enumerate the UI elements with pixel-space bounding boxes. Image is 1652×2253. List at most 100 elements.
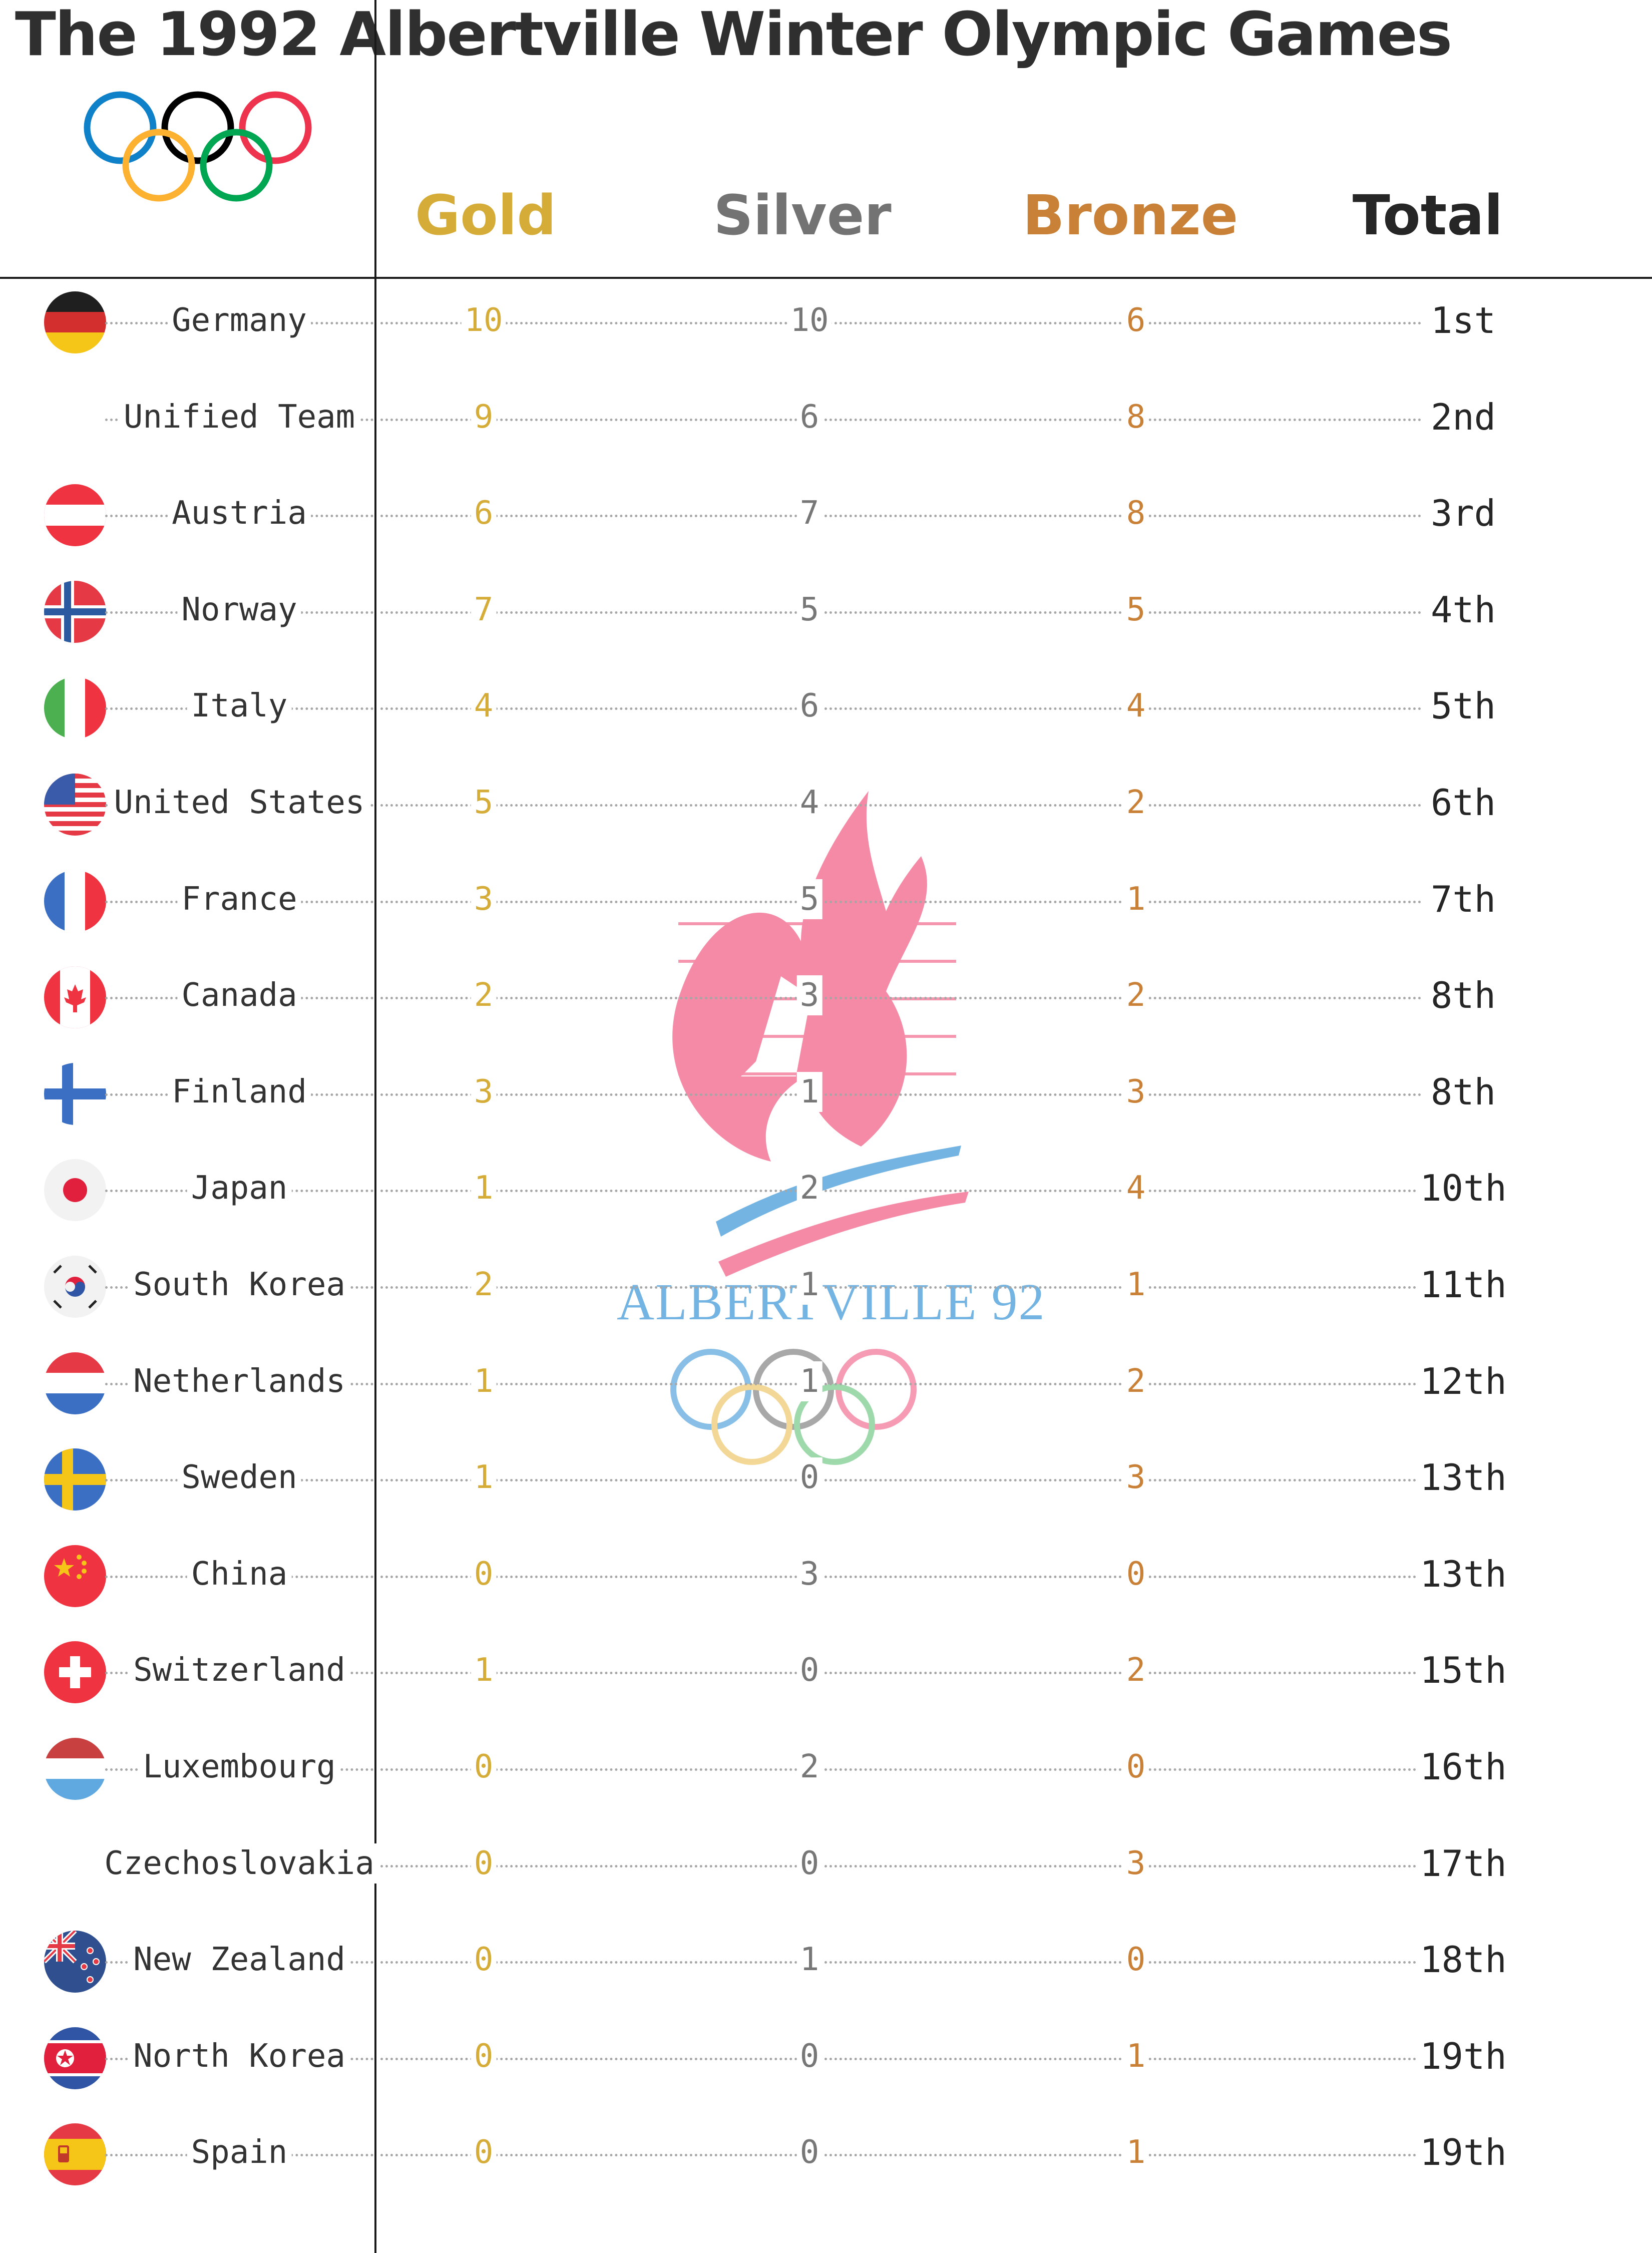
table-row: Germany 10 10 6 1st	[0, 274, 1652, 370]
leader-dots	[380, 322, 1422, 324]
country-label: China	[187, 1554, 292, 1594]
silver-count: 2	[796, 1168, 822, 1209]
header-total: Total	[1352, 183, 1503, 247]
gold-count: 0	[471, 1554, 497, 1594]
total-rank: 7th	[1427, 879, 1499, 919]
finland-flag-icon	[44, 1062, 106, 1125]
leader-dots	[380, 2057, 1422, 2060]
table-row: Sweden 1 0 3 13th	[0, 1431, 1652, 1528]
bronze-count: 0	[1123, 1554, 1149, 1594]
bronze-count: 0	[1123, 1747, 1149, 1787]
silver-count: 0	[796, 2036, 822, 2076]
table-row: Unified Team 9 6 8 2nd	[0, 371, 1652, 467]
bronze-count: 2	[1123, 1361, 1149, 1401]
table-row: Japan 1 2 4 10th	[0, 1142, 1652, 1238]
table-row: Finland 3 1 3 8th	[0, 1046, 1652, 1142]
total-rank: 3rd	[1427, 493, 1499, 534]
germany-flag-icon	[44, 291, 106, 353]
silver-count: 0	[796, 1843, 822, 1884]
header-silver: Silver	[713, 183, 892, 247]
total-rank: 1st	[1427, 300, 1499, 340]
country-label: Canada	[177, 975, 301, 1016]
bronze-count: 1	[1123, 2036, 1149, 2076]
silver-count: 2	[796, 1747, 822, 1787]
leader-dots	[380, 1093, 1422, 1096]
japan-flag-icon	[44, 1159, 106, 1222]
bronze-count: 2	[1123, 783, 1149, 823]
olympic-rings-icon	[84, 91, 312, 202]
silver-count: 7	[796, 493, 822, 534]
gold-count: 1	[471, 1650, 497, 1691]
total-rank: 6th	[1427, 783, 1499, 823]
total-rank: 5th	[1427, 686, 1499, 726]
country-label: Switzerland	[129, 1650, 349, 1691]
total-rank: 16th	[1417, 1747, 1510, 1787]
header-gold: Gold	[415, 183, 557, 247]
total-rank: 15th	[1417, 1650, 1510, 1691]
total-rank: 4th	[1427, 589, 1499, 630]
table-row: Luxembourg 0 2 0 16th	[0, 1721, 1652, 1817]
country-label: Germany	[168, 300, 311, 340]
bronze-count: 3	[1123, 1843, 1149, 1884]
country-label: Austria	[168, 493, 311, 534]
leader-dots	[380, 515, 1422, 518]
chart-title: The 1992 Albertville Winter Olympic Game…	[15, 0, 1452, 70]
leader-dots	[380, 1864, 1422, 1867]
silver-count: 3	[796, 1554, 822, 1594]
leader-dots	[380, 1190, 1422, 1193]
country-label: Norway	[177, 589, 301, 630]
country-label: North Korea	[129, 2036, 349, 2076]
bronze-count: 5	[1123, 589, 1149, 630]
gold-count: 5	[471, 783, 497, 823]
gold-count: 2	[471, 1265, 497, 1305]
gold-count: 3	[471, 1071, 497, 1112]
switzerland-flag-icon	[44, 1641, 106, 1704]
italy-flag-icon	[44, 677, 106, 739]
china-flag-icon	[44, 1545, 106, 1607]
table-row: New Zealand 0 1 0 18th	[0, 1914, 1652, 2010]
leader-dots	[380, 1961, 1422, 1964]
silver-count: 1	[796, 1265, 822, 1305]
gold-count: 6	[471, 493, 497, 534]
bronze-count: 2	[1123, 975, 1149, 1016]
total-rank: 8th	[1427, 975, 1499, 1016]
total-rank: 13th	[1417, 1457, 1510, 1498]
total-rank: 8th	[1427, 1071, 1499, 1112]
bronze-count: 2	[1123, 1650, 1149, 1691]
leader-dots	[380, 2154, 1422, 2157]
silver-count: 1	[796, 1071, 822, 1112]
south-korea-flag-icon	[44, 1256, 106, 1318]
silver-count: 5	[796, 589, 822, 630]
leader-dots	[380, 707, 1422, 710]
bronze-count: 3	[1123, 1071, 1149, 1112]
silver-count: 6	[796, 397, 822, 437]
table-row: Italy 4 6 4 5th	[0, 660, 1652, 756]
country-label: Unified Team	[119, 397, 359, 437]
table-row: China 0 3 0 13th	[0, 1528, 1652, 1624]
table-row: Spain 0 0 1 19th	[0, 2106, 1652, 2202]
total-rank: 19th	[1417, 2036, 1510, 2076]
country-label: South Korea	[129, 1265, 349, 1305]
header-bronze: Bronze	[1022, 183, 1238, 247]
netherlands-flag-icon	[44, 1352, 106, 1414]
north-korea-flag-icon	[44, 2027, 106, 2089]
bronze-count: 8	[1123, 397, 1149, 437]
bronze-count: 3	[1123, 1457, 1149, 1498]
country-label: New Zealand	[129, 1940, 349, 1980]
silver-count: 10	[787, 300, 832, 340]
total-rank: 13th	[1417, 1554, 1510, 1594]
gold-count: 0	[471, 1940, 497, 1980]
silver-count: 5	[796, 879, 822, 919]
logo-text: ALBERTVILLE 92	[617, 1273, 1046, 1331]
total-rank: 19th	[1417, 2132, 1510, 2173]
table-row: Canada 2 3 2 8th	[0, 949, 1652, 1045]
leader-dots	[380, 1575, 1422, 1578]
table-row: Austria 6 7 8 3rd	[0, 467, 1652, 563]
leader-dots	[380, 1479, 1422, 1482]
table-row: Netherlands 1 1 2 12th	[0, 1335, 1652, 1431]
leader-dots	[380, 1672, 1422, 1675]
country-label: Italy	[187, 686, 292, 726]
silver-count: 1	[796, 1361, 822, 1401]
silver-count: 0	[796, 2132, 822, 2173]
silver-count: 0	[796, 1457, 822, 1498]
